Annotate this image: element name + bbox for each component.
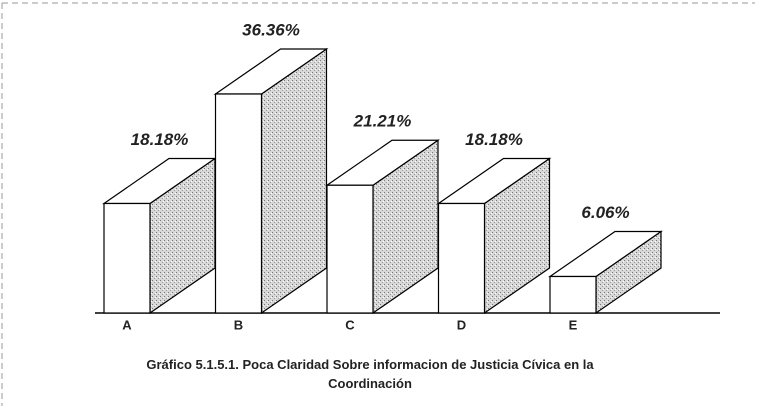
value-label: 18.18%: [465, 130, 523, 149]
bar-side: [260, 47, 328, 315]
value-label: 36.36%: [242, 20, 300, 39]
value-label: 18.18%: [131, 130, 189, 149]
x-tick-label: D: [457, 317, 466, 332]
value-label: 21.21%: [353, 112, 412, 131]
caption: Gráfico 5.1.5.1. Poca Claridad Sobre inf…: [146, 357, 594, 391]
bar: [437, 202, 486, 314]
value-label: 6.06%: [581, 203, 629, 222]
x-tick-label: B: [234, 317, 243, 332]
x-tick-label: A: [122, 317, 132, 332]
bar: [214, 93, 263, 314]
bar: [326, 184, 374, 314]
bar: [549, 275, 597, 314]
bar: [103, 202, 151, 314]
x-tick-label: E: [569, 317, 578, 332]
x-tick-label: C: [345, 317, 355, 332]
